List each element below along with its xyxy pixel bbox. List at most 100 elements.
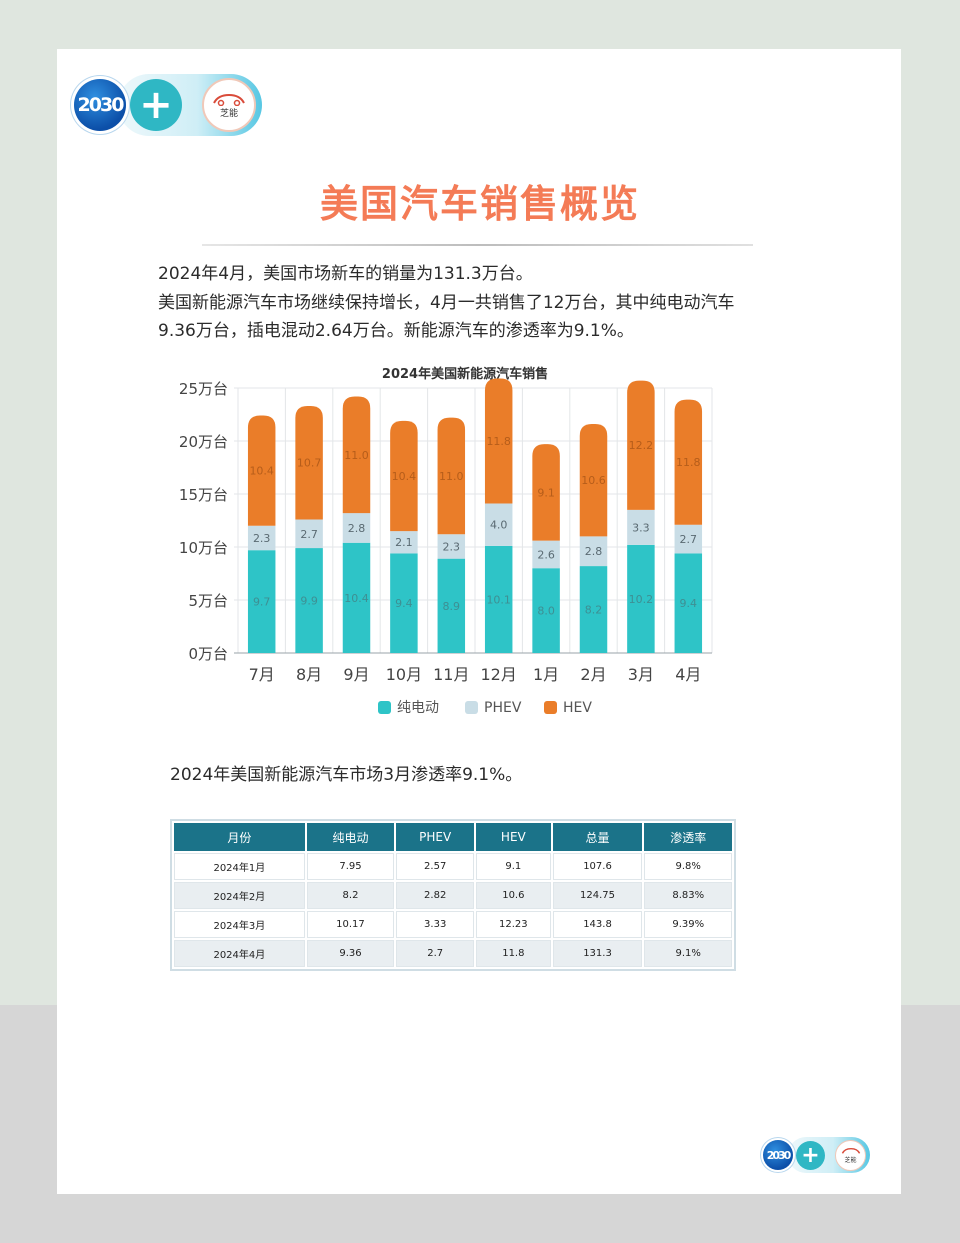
table-row: 2024年4月 9.36 2.7 11.8 131.3 9.1% bbox=[174, 940, 732, 967]
sales-chart-svg: 2024年美国新能源汽车销售 0万台 5万台 10万台 15万台 20万台 25万台 9.7 2… bbox=[179, 366, 713, 716]
data-label: 9.7 bbox=[253, 596, 271, 609]
car-icon-small bbox=[841, 1147, 860, 1154]
bar-segment-HEV bbox=[390, 420, 418, 532]
legend-label: HEV bbox=[563, 700, 592, 716]
legend-swatch-PHEV bbox=[465, 701, 478, 714]
bar-segment-纯电动 bbox=[674, 553, 703, 653]
bar-segment-HEV bbox=[484, 378, 513, 504]
data-label: 11.8 bbox=[676, 456, 701, 469]
logo-badge-text-small: 2030 bbox=[766, 1148, 792, 1162]
bar-segment-HEV bbox=[532, 444, 560, 541]
x-tick-label: 8月 bbox=[296, 665, 322, 684]
bar-segment-HEV bbox=[627, 380, 655, 510]
table-cell: 2024年1月 bbox=[174, 853, 305, 880]
table-cell: 12.23 bbox=[476, 911, 551, 938]
header-phev: PHEV bbox=[396, 823, 475, 851]
chart-title: 2024年美国新能源汽车销售 bbox=[382, 366, 548, 382]
plus-icon: + bbox=[130, 79, 182, 131]
data-label: 2.6 bbox=[537, 548, 555, 561]
data-label: 10.7 bbox=[297, 457, 322, 470]
data-label: 9.4 bbox=[680, 597, 698, 610]
bar-segment-HEV bbox=[437, 417, 466, 535]
data-label: 2.7 bbox=[300, 528, 318, 541]
data-label: 2.1 bbox=[395, 536, 413, 549]
data-label: 10.4 bbox=[392, 470, 417, 483]
bar-segment-纯电动 bbox=[579, 566, 608, 653]
bar-segment-HEV bbox=[342, 396, 371, 514]
table-row: 2024年2月 8.2 2.82 10.6 124.75 8.83% bbox=[174, 882, 732, 909]
table-cell: 3.33 bbox=[396, 911, 475, 938]
bar-segment-PHEV bbox=[627, 509, 655, 545]
table-row: 2024年1月 7.95 2.57 9.1 107.6 9.8% bbox=[174, 853, 732, 880]
data-label: 2.8 bbox=[348, 522, 366, 535]
y-tick-label: 0万台 bbox=[188, 645, 228, 663]
sales-chart: 2024年美国新能源汽车销售 0万台 5万台 10万台 15万台 20万台 25万台 9.7 2… bbox=[160, 360, 740, 730]
table-cell: 143.8 bbox=[552, 911, 643, 938]
data-label: 2.8 bbox=[585, 545, 603, 558]
data-label: 2.3 bbox=[253, 532, 271, 545]
table-cell: 9.39% bbox=[644, 911, 732, 938]
legend-swatch-纯电动 bbox=[378, 701, 391, 714]
title-divider bbox=[202, 244, 753, 246]
data-label: 10.1 bbox=[486, 593, 511, 606]
plus-symbol: + bbox=[139, 82, 173, 128]
data-label: 10.4 bbox=[344, 592, 369, 605]
legend-label: 纯电动 bbox=[397, 700, 439, 716]
x-tick-label: 10月 bbox=[386, 665, 422, 684]
x-tick-label: 2月 bbox=[580, 665, 606, 684]
bar-segment-PHEV bbox=[437, 534, 466, 559]
legend-label: PHEV bbox=[484, 700, 522, 716]
data-label: 10.2 bbox=[629, 593, 654, 606]
y-tick-label: 25万台 bbox=[179, 380, 228, 398]
intro-text: 2024年4月，美国市场新车的销量为131.3万台。 美国新能源汽车市场继续保持… bbox=[158, 260, 768, 346]
data-label: 11.0 bbox=[439, 470, 464, 483]
header-rate: 渗透率 bbox=[644, 823, 732, 851]
x-tick-label: 7月 bbox=[249, 665, 275, 684]
table-cell: 8.2 bbox=[306, 882, 395, 909]
data-label: 9.1 bbox=[537, 486, 555, 499]
table-cell: 2.82 bbox=[396, 882, 475, 909]
car-icon bbox=[213, 93, 245, 106]
bar-segment-纯电动 bbox=[627, 544, 655, 653]
plus-icon-small: + bbox=[796, 1140, 825, 1170]
bar-segment-HEV bbox=[579, 424, 608, 537]
table-cell: 9.8% bbox=[644, 853, 732, 880]
brand-text: 芝能 bbox=[219, 108, 238, 119]
logo-2030-badge-small: 2030 bbox=[763, 1140, 793, 1170]
data-label: 10.4 bbox=[249, 465, 274, 478]
x-tick-label: 12月 bbox=[481, 665, 517, 684]
legend-swatch-HEV bbox=[544, 701, 557, 714]
brand-logo-small: 芝能 bbox=[835, 1139, 866, 1171]
page-title: 美国汽车销售概览 bbox=[319, 182, 640, 226]
bar-segment-纯电动 bbox=[390, 553, 418, 653]
table-cell: 9.1 bbox=[476, 853, 551, 880]
x-tick-label: 9月 bbox=[343, 665, 369, 684]
table-row: 2024年3月 10.17 3.33 12.23 143.8 9.39% bbox=[174, 911, 732, 938]
table-cell: 2024年2月 bbox=[174, 882, 305, 909]
data-label: 2.3 bbox=[443, 540, 461, 553]
table-cell: 2.7 bbox=[396, 940, 475, 967]
x-tick-label: 3月 bbox=[628, 665, 654, 684]
bar-segment-PHEV bbox=[484, 503, 513, 546]
plus-symbol-small: + bbox=[801, 1142, 820, 1168]
table-cell: 7.95 bbox=[306, 853, 395, 880]
table-cell: 9.1% bbox=[644, 940, 732, 967]
header-month: 月份 bbox=[174, 823, 305, 851]
bar-segment-PHEV bbox=[390, 531, 418, 554]
logo-2030-badge: 2030 bbox=[74, 79, 126, 131]
data-label: 9.9 bbox=[300, 595, 318, 608]
y-tick-label: 20万台 bbox=[179, 433, 228, 451]
data-label: 9.4 bbox=[395, 597, 413, 610]
x-tick-label: 11月 bbox=[433, 665, 469, 684]
data-table: 月份 纯电动 PHEV HEV 总量 渗透率 2024年1月 7.95 2.57… bbox=[172, 821, 734, 969]
logo-pill: + 芝能 bbox=[118, 74, 262, 136]
x-tick-label: 4月 bbox=[675, 665, 701, 684]
data-label: 10.6 bbox=[581, 474, 606, 487]
table-cell: 10.17 bbox=[306, 911, 395, 938]
table-header-row: 月份 纯电动 PHEV HEV 总量 渗透率 bbox=[174, 823, 732, 851]
data-label: 8.0 bbox=[537, 605, 555, 618]
data-label: 12.2 bbox=[629, 439, 654, 452]
data-label: 11.0 bbox=[344, 449, 369, 462]
logo-badge-text: 2030 bbox=[77, 94, 125, 116]
penetration-table: 月份 纯电动 PHEV HEV 总量 渗透率 2024年1月 7.95 2.57… bbox=[170, 819, 736, 971]
